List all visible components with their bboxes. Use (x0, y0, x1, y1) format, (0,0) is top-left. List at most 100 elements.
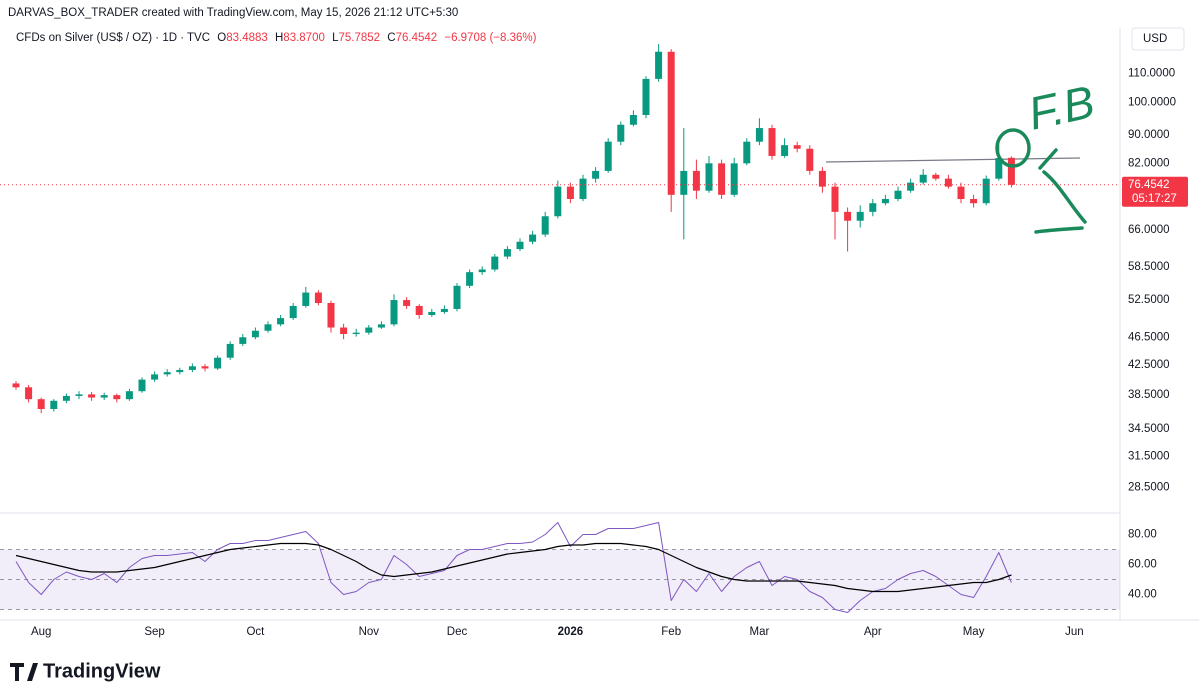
candle-body (12, 383, 20, 388)
candle-body (856, 211, 864, 221)
candle-body (592, 170, 600, 179)
hand-drawing (995, 128, 1087, 234)
candle-body (491, 256, 499, 270)
candle-body (440, 308, 448, 312)
candle-body (944, 178, 952, 187)
candle-body (655, 51, 663, 79)
candle-body (529, 234, 537, 242)
candle-body (680, 170, 688, 195)
candle-body (251, 330, 259, 338)
candle-body (730, 163, 738, 195)
y-tick-label: 34.5000 (1128, 423, 1170, 435)
candle-body (50, 400, 58, 410)
annotation: F.B (1024, 75, 1099, 140)
candle-body (453, 285, 461, 309)
ohlc-value: 75.7852 (338, 32, 380, 44)
y-tick-label: 66.0000 (1128, 224, 1170, 236)
x-tick-label: Jun (1065, 626, 1084, 638)
candle-body (718, 163, 726, 195)
symbol: CFDs on Silver (US$ / OZ) · 1D · TVC (16, 32, 210, 44)
y-tick-label: 52.5000 (1128, 294, 1170, 306)
candle-body (806, 148, 814, 171)
candle-body (554, 186, 562, 217)
rsi-tick-label: 80.00 (1128, 529, 1157, 541)
candle-body (818, 170, 826, 187)
y-tick-label: 38.5000 (1128, 389, 1170, 401)
candle-body (516, 241, 524, 250)
logo: TradingView (10, 660, 161, 682)
candle-body (314, 292, 322, 303)
candle-body (403, 300, 411, 306)
candle-body (113, 395, 121, 400)
candle-body (264, 324, 272, 331)
rsi-line (15, 522, 1012, 613)
candle-body (642, 78, 650, 116)
last-price-label: 76.4542 (1128, 179, 1170, 191)
candle-body (579, 178, 587, 199)
x-tick-label: Nov (359, 626, 380, 638)
candle-body (957, 186, 965, 199)
arrow-mark (1038, 148, 1087, 224)
candle-body (466, 272, 474, 286)
candle-body (100, 395, 108, 398)
candle-body (201, 366, 209, 369)
candle-body (289, 305, 297, 319)
candle-body (163, 372, 171, 375)
candle-body (541, 216, 549, 235)
underline-mark (1034, 226, 1084, 234)
rsi-tick-label: 60.00 (1128, 559, 1157, 571)
candle-body (995, 158, 1003, 179)
brand: TradingView (43, 660, 161, 682)
candle-body (390, 300, 398, 325)
candle-body (415, 305, 423, 316)
candle-body (478, 269, 486, 273)
candle-body (768, 128, 776, 156)
y-tick-label: 110.0000 (1128, 67, 1175, 79)
candle-body (743, 141, 751, 164)
candle-body (617, 124, 625, 142)
ohlc-label: H (275, 32, 283, 44)
x-tick-label: May (963, 626, 985, 638)
x-tick-label: Dec (447, 626, 468, 638)
x-tick-label: Oct (246, 626, 265, 638)
currency-box[interactable] (1131, 27, 1185, 51)
x-tick-label: Sep (144, 626, 164, 638)
rsi-ma-line (15, 542, 1012, 593)
candle-body (982, 178, 990, 204)
rsi-tick-label: 40.00 (1128, 589, 1157, 601)
y-tick-label: 58.5000 (1128, 261, 1170, 273)
ohlc-value: 83.8700 (283, 32, 325, 44)
candle-body (692, 170, 700, 191)
x-tick-label: Apr (864, 626, 882, 638)
symbol-line: CFDs on Silver (US$ / OZ) · 1D · TVC O83… (16, 32, 537, 44)
candle-body (793, 145, 801, 149)
x-tick-label: Feb (661, 626, 681, 638)
candle-body (62, 395, 70, 401)
trend-line[interactable] (825, 157, 1081, 163)
candle-body (277, 318, 285, 325)
ohlc-label: C (387, 32, 395, 44)
candle-body (894, 190, 902, 199)
candle-body (340, 327, 348, 334)
candle-body (932, 174, 940, 179)
candle-body (970, 198, 978, 204)
candle-body (604, 141, 612, 171)
marks: 110.0000 100.0000 90.0000 82.0000 66.0000 58.… (0, 44, 1188, 638)
candle-body (151, 374, 159, 380)
ohlc-value: 83.4883 (226, 32, 268, 44)
candle-body (503, 249, 511, 257)
x-tick-label: Mar (749, 626, 769, 638)
change: −6.9708 (−8.36%) (444, 32, 536, 44)
y-tick-label: 28.5000 (1128, 481, 1170, 493)
candle-body (138, 379, 146, 392)
x-tick-label: Aug (31, 626, 51, 638)
candle-body (705, 163, 713, 191)
candle-body (869, 203, 877, 212)
y-tick-label: 100.0000 (1128, 97, 1176, 109)
candle-body (352, 332, 360, 334)
candle-body (88, 394, 96, 398)
currency[interactable]: USD (1143, 33, 1167, 45)
last-price-box (1122, 176, 1188, 207)
candle-body (428, 311, 436, 316)
